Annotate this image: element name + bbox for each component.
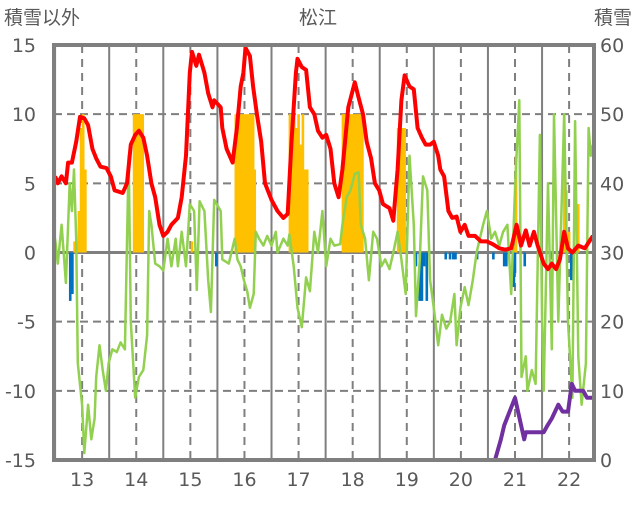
x-tick-label: 17 xyxy=(286,469,310,491)
bar-orange xyxy=(396,128,400,253)
y-tick-label: -5 xyxy=(17,312,36,334)
bar-blue xyxy=(452,252,455,260)
bar-orange xyxy=(141,114,145,253)
y-tick-label: -15 xyxy=(5,450,36,472)
bar-orange xyxy=(245,114,248,253)
plot-border xyxy=(52,43,596,462)
bars xyxy=(68,114,580,301)
bar-blue xyxy=(513,252,517,274)
bar-orange xyxy=(84,169,87,253)
bar-orange xyxy=(249,114,253,253)
bar-blue xyxy=(71,252,74,294)
bar-orange xyxy=(236,114,240,253)
bar-orange xyxy=(514,155,518,253)
bar-orange xyxy=(240,114,244,253)
x-tick-label: 13 xyxy=(70,469,94,491)
bar-orange xyxy=(299,144,303,253)
bar-orange xyxy=(73,241,76,253)
bar-orange xyxy=(398,114,402,253)
bar-orange xyxy=(403,128,406,253)
bar-orange xyxy=(290,128,294,253)
bar-orange xyxy=(79,128,83,253)
bar-orange xyxy=(243,114,246,253)
bar-blue xyxy=(68,252,72,301)
x-tick-label: 16 xyxy=(232,469,256,491)
x-tick-label: 15 xyxy=(178,469,202,491)
y2-tick-label: 50 xyxy=(600,104,624,126)
bar-orange xyxy=(295,128,298,253)
bar-orange xyxy=(247,114,251,253)
bar-orange xyxy=(137,114,140,253)
bar-orange xyxy=(303,169,307,253)
bar-orange xyxy=(305,169,309,253)
x-tick-label: 19 xyxy=(395,469,419,491)
bar-blue xyxy=(569,252,573,281)
x-tick-label: 18 xyxy=(341,469,365,491)
x-tick-label: 22 xyxy=(557,469,581,491)
bar-orange xyxy=(361,114,364,253)
bar-orange xyxy=(352,114,356,253)
tick-labels: 13 14 15 16 17 18 19 20 21 22151050-5-10-15605040… xyxy=(5,35,624,491)
bar-blue xyxy=(502,252,506,267)
y-tick-label: -10 xyxy=(5,381,36,403)
bar-orange xyxy=(77,211,81,253)
bar-orange xyxy=(253,169,257,253)
y-axis-label-right: 積雪 xyxy=(594,7,632,29)
bar-orange xyxy=(134,114,138,253)
x-tick-label: 20 xyxy=(449,469,473,491)
y-axis-label-left: 積雪以外 xyxy=(4,7,80,29)
bar-blue xyxy=(523,252,527,267)
y2-tick-label: 20 xyxy=(600,312,624,334)
bar-orange xyxy=(354,114,358,253)
bar-orange xyxy=(234,114,238,253)
y2-tick-label: 0 xyxy=(600,450,612,472)
series-line-red xyxy=(53,45,595,272)
bar-orange xyxy=(345,114,349,253)
series-lines xyxy=(53,45,595,462)
bar-orange xyxy=(292,114,296,253)
bar-orange xyxy=(343,114,347,253)
bar-orange xyxy=(348,114,351,253)
bar-blue xyxy=(454,252,457,260)
y-tick-label: 0 xyxy=(24,243,36,265)
y2-tick-label: 40 xyxy=(600,173,624,195)
bar-blue xyxy=(425,252,429,301)
x-tick-label: 14 xyxy=(124,469,148,491)
bar-orange xyxy=(81,114,85,253)
bar-blue xyxy=(215,252,218,267)
bar-orange xyxy=(567,231,571,253)
bar-orange xyxy=(139,114,142,253)
y-tick-label: 5 xyxy=(24,173,36,195)
bar-blue xyxy=(492,252,495,260)
y2-tick-label: 60 xyxy=(600,35,624,57)
bar-blue xyxy=(420,252,424,301)
bar-blue xyxy=(414,252,418,267)
series-line-purple xyxy=(54,381,593,462)
y-tick-label: 10 xyxy=(12,104,36,126)
bar-orange xyxy=(577,204,580,253)
y2-tick-label: 30 xyxy=(600,243,624,265)
y2-tick-label: 10 xyxy=(600,381,624,403)
bar-blue xyxy=(505,252,508,267)
bar-orange xyxy=(341,114,345,253)
bar-orange xyxy=(132,114,136,253)
bar-orange xyxy=(238,114,242,253)
bar-orange xyxy=(301,114,305,253)
x-tick-label: 21 xyxy=(503,469,527,491)
chart-title: 松江 xyxy=(299,7,337,29)
bar-orange xyxy=(190,241,194,253)
bar-orange xyxy=(297,114,300,253)
bar-blue xyxy=(444,252,448,260)
y-tick-label: 15 xyxy=(12,35,36,57)
bar-orange xyxy=(401,128,404,253)
bar-blue xyxy=(422,252,426,267)
bar-blue xyxy=(448,252,452,260)
bar-orange xyxy=(251,114,255,253)
